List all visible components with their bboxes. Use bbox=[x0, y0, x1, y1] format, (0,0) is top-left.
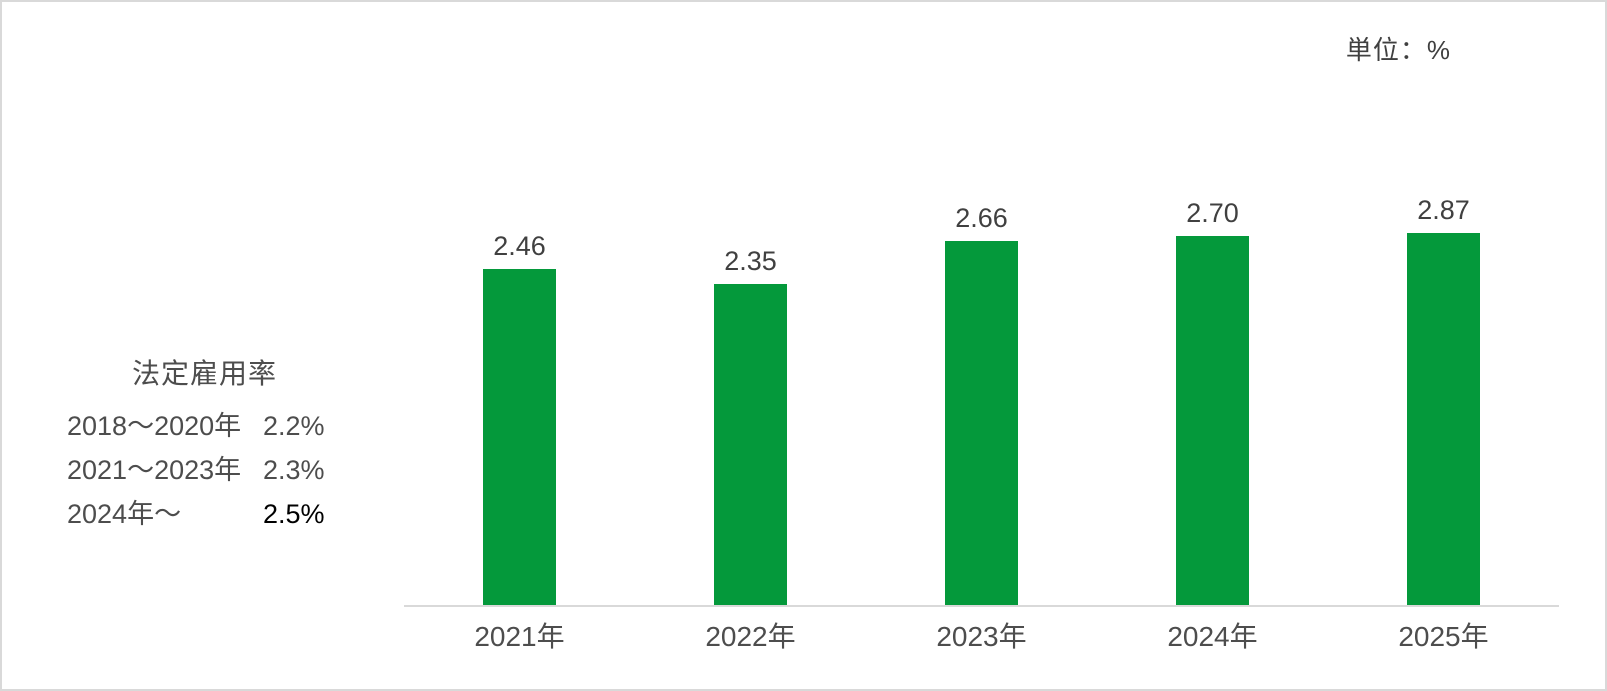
rate-value: 2.3% bbox=[263, 455, 325, 485]
bar-slot: 2.35 bbox=[635, 195, 866, 605]
rate-period-label: 2018～2020年 bbox=[67, 411, 242, 441]
annotation-row: 2018～2020年 2.2% bbox=[67, 404, 342, 448]
bar bbox=[1407, 233, 1480, 605]
bar-slot: 2.46 bbox=[404, 195, 635, 605]
x-axis-labels: 2021年 2022年 2023年 2024年 2025年 bbox=[404, 615, 1559, 655]
rate-period-label: 2024年～ bbox=[67, 499, 182, 529]
legal-rate-annotation: 法定雇用率 2018～2020年 2.2% 2021～2023年 2.3% 2024年～… bbox=[67, 352, 342, 536]
bar-value-label: 2.70 bbox=[1186, 198, 1239, 228]
annotation-rows: 2018～2020年 2.2% 2021～2023年 2.3% 2024年～ 2.5% bbox=[67, 404, 342, 536]
bar-value-label: 2.87 bbox=[1417, 195, 1470, 225]
bar bbox=[483, 269, 556, 605]
bar bbox=[945, 241, 1018, 605]
rate-value: 2.5% bbox=[263, 499, 325, 529]
x-axis-tick-label: 2021年 bbox=[474, 621, 565, 652]
rate-value: 2.2% bbox=[263, 411, 325, 441]
bar-value-label: 2.46 bbox=[493, 231, 546, 261]
bar bbox=[1176, 236, 1249, 605]
bars-row: 2.46 2.35 2.66 2.70 2.87 bbox=[404, 195, 1559, 605]
bar-slot: 2.70 bbox=[1097, 195, 1328, 605]
bar-slot: 2.87 bbox=[1328, 195, 1559, 605]
unit-label: 単位：% bbox=[1345, 35, 1451, 65]
bar-slot: 2.66 bbox=[866, 195, 1097, 605]
bar-value-label: 2.35 bbox=[724, 246, 777, 276]
bar-chart-plot-area: 2.46 2.35 2.66 2.70 2.87 bbox=[404, 195, 1559, 607]
bar-value-label: 2.66 bbox=[955, 203, 1008, 233]
annotation-row: 2021～2023年 2.3% bbox=[67, 448, 342, 492]
x-axis-tick-label: 2024年 bbox=[1167, 621, 1258, 652]
rate-period-label: 2021～2023年 bbox=[67, 455, 242, 485]
x-axis-tick-label: 2023年 bbox=[936, 621, 1027, 652]
bar bbox=[714, 284, 787, 605]
x-axis-tick-label: 2022年 bbox=[705, 621, 796, 652]
x-axis-tick-label: 2025年 bbox=[1398, 621, 1489, 652]
annotation-title: 法定雇用率 bbox=[131, 358, 277, 389]
annotation-row: 2024年～ 2.5% bbox=[67, 492, 342, 536]
